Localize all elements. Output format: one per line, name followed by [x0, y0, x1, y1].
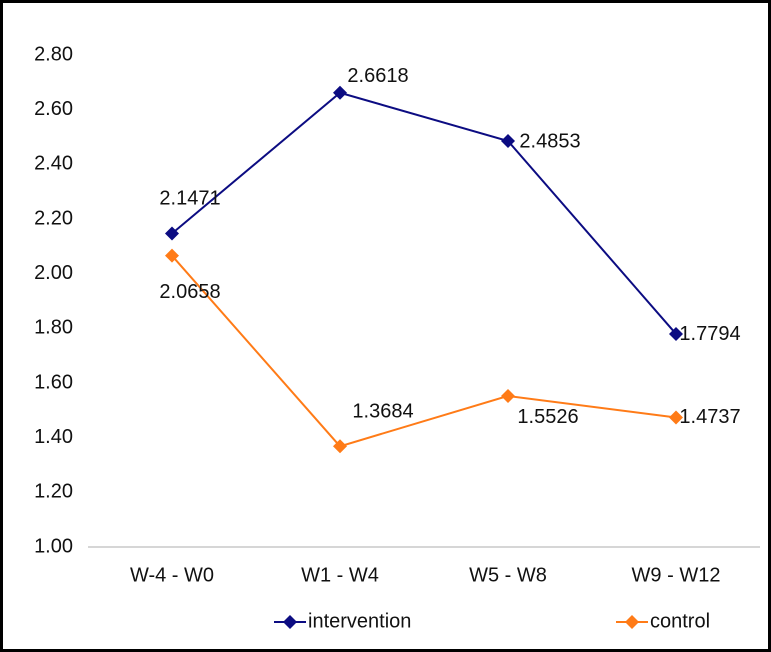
marker	[501, 134, 515, 149]
y-tick-label: 2.80	[34, 43, 73, 65]
marker	[333, 85, 347, 100]
legend-label: control	[650, 610, 710, 632]
x-tick-label: W9 - W12	[632, 564, 721, 586]
series-line	[171, 255, 677, 448]
legend-marker	[283, 615, 297, 629]
y-tick-label: 2.40	[34, 153, 73, 175]
data-label: 2.1471	[159, 188, 220, 210]
x-tick-label: W1 - W4	[301, 564, 379, 586]
marker	[501, 388, 515, 403]
series-line	[171, 91, 677, 335]
data-label: 2.4853	[519, 130, 580, 152]
data-label: 1.3684	[352, 401, 413, 423]
y-tick-label: 1.00	[34, 535, 73, 557]
legend-label: intervention	[308, 610, 411, 632]
y-tick-label: 1.20	[34, 481, 73, 503]
y-tick-label: 2.00	[34, 262, 73, 284]
marker	[669, 410, 683, 425]
data-label: 2.0658	[159, 281, 220, 303]
y-tick-label: 1.60	[34, 371, 73, 393]
y-tick-label: 1.80	[34, 317, 73, 339]
x-tick-label: W5 - W8	[469, 564, 547, 586]
data-label: 1.4737	[679, 406, 740, 428]
marker	[333, 439, 347, 454]
legend-marker	[625, 615, 639, 629]
data-label: 1.7794	[679, 323, 740, 345]
marker	[165, 248, 179, 263]
y-tick-label: 2.60	[34, 98, 73, 120]
y-tick-label: 1.40	[34, 426, 73, 448]
marker	[669, 326, 683, 341]
y-tick-label: 2.20	[34, 207, 73, 229]
data-label: 2.6618	[347, 65, 408, 87]
marker	[165, 226, 179, 241]
x-tick-label: W-4 - W0	[130, 564, 214, 586]
data-label: 1.5526	[517, 406, 578, 428]
